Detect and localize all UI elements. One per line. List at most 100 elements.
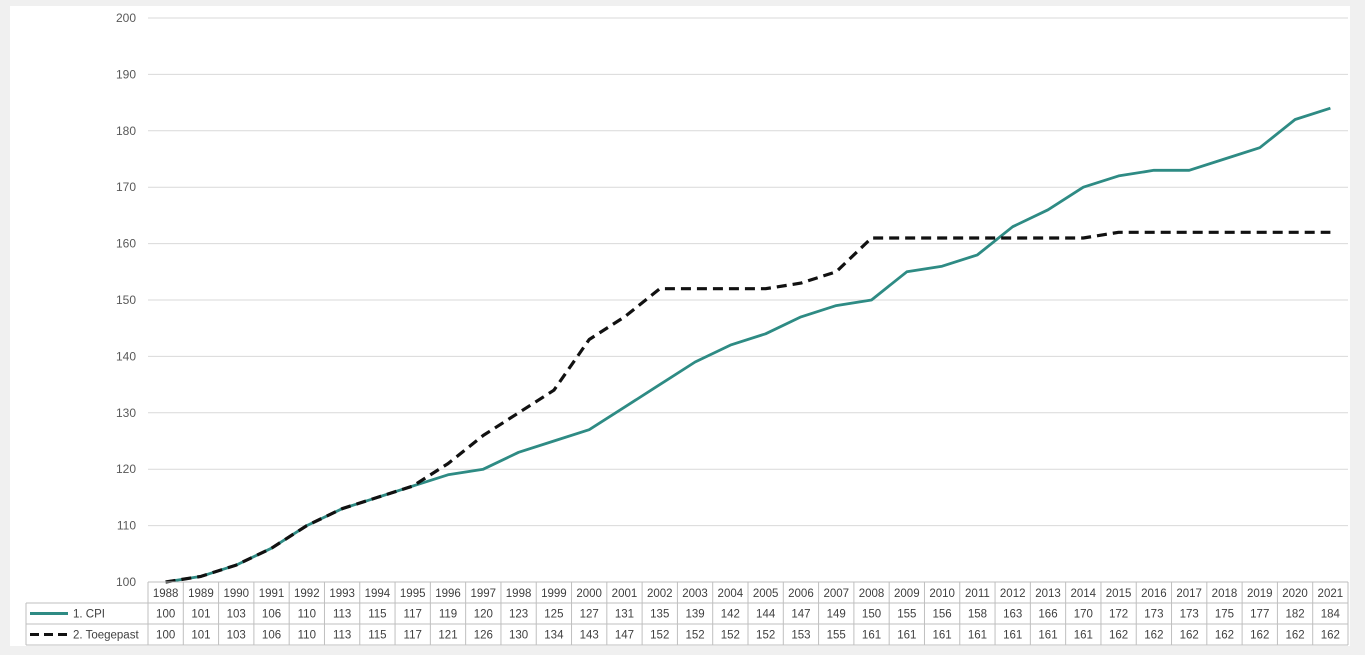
data-label: 155: [827, 630, 846, 642]
data-label: 170: [1074, 609, 1093, 621]
line-chart: 100 110 120 130 140 150 160 170 180 190 200 1988 19…: [25, 11, 1349, 646]
data-label: 119: [439, 609, 457, 621]
data-label: 161: [968, 630, 987, 642]
data-label: 152: [721, 630, 740, 642]
data-label: 115: [368, 609, 386, 621]
y-tick-label: 130: [116, 406, 136, 420]
data-label: 162: [1180, 630, 1199, 642]
data-label: 161: [862, 630, 881, 642]
x-tick-label: 2021: [1318, 588, 1344, 600]
x-tick-label: 1989: [188, 588, 214, 600]
y-tick-label: 100: [116, 575, 136, 589]
data-label: 101: [191, 609, 210, 621]
x-tick-label: 1990: [223, 588, 249, 600]
data-label: 149: [827, 609, 846, 621]
data-label: 110: [298, 609, 316, 621]
data-label: 150: [862, 609, 881, 621]
data-label: 162: [1109, 630, 1128, 642]
y-tick-label: 150: [116, 293, 136, 307]
data-label: 117: [404, 609, 422, 621]
data-label: 123: [509, 609, 528, 621]
x-tick-label: 2004: [718, 588, 744, 600]
x-tick-label: 1993: [329, 588, 355, 600]
data-label: 117: [404, 630, 422, 642]
data-label: 126: [474, 630, 493, 642]
data-label: 101: [191, 630, 210, 642]
data-label: 127: [580, 609, 599, 621]
data-label: 106: [262, 630, 281, 642]
data-label: 162: [1250, 630, 1269, 642]
data-label: 106: [262, 609, 281, 621]
x-tick-label: 2018: [1212, 588, 1238, 600]
y-tick-label: 180: [116, 124, 136, 138]
x-tick-label: 1997: [470, 588, 496, 600]
x-tick-label: 2001: [612, 588, 638, 600]
data-label: 103: [227, 609, 246, 621]
data-label: 161: [933, 630, 952, 642]
x-tick-label: 2002: [647, 588, 673, 600]
data-label: 175: [1215, 609, 1234, 621]
data-label: 173: [1180, 609, 1199, 621]
x-tick-label: 1992: [294, 588, 320, 600]
data-label: 161: [897, 630, 916, 642]
y-tick-label: 120: [116, 462, 136, 476]
x-tick-label: 2011: [965, 588, 990, 600]
y-axis: 100 110 120 130 140 150 160 170 180 190 200: [116, 11, 136, 589]
x-tick-label: 2012: [1000, 588, 1026, 600]
x-tick-label: 2007: [823, 588, 849, 600]
y-tick-label: 170: [116, 180, 136, 194]
data-label: 135: [650, 609, 669, 621]
legend-label-1: 1. CPI: [73, 609, 105, 621]
x-tick-label: 2010: [929, 588, 955, 600]
x-tick-label: 1995: [400, 588, 426, 600]
x-tick-label: 2009: [894, 588, 920, 600]
data-label: 162: [1285, 630, 1304, 642]
y-tick-label: 160: [116, 237, 136, 251]
data-table: 1988 1989 1990 1991 1992 1993 1994 1995 1996 1997…: [25, 581, 1349, 646]
x-tick-label: 2017: [1176, 588, 1202, 600]
data-label: 142: [721, 609, 740, 621]
x-tick-label: 2019: [1247, 588, 1273, 600]
data-label: 121: [438, 630, 457, 642]
data-label: 162: [1321, 630, 1340, 642]
data-label: 152: [756, 630, 775, 642]
data-label: 173: [1144, 609, 1163, 621]
data-label: 162: [1215, 630, 1234, 642]
x-tick-label: 2016: [1141, 588, 1167, 600]
data-label: 115: [368, 630, 386, 642]
data-label: 155: [897, 609, 916, 621]
x-tick-label: 1999: [541, 588, 567, 600]
y-tick-label: 190: [116, 67, 136, 81]
data-label: 131: [615, 609, 634, 621]
data-label: 103: [227, 630, 246, 642]
data-label: 100: [156, 609, 175, 621]
data-label: 162: [1144, 630, 1163, 642]
y-tick-label: 110: [117, 519, 136, 533]
y-tick-label: 140: [116, 349, 136, 363]
x-tick-label: 2006: [788, 588, 814, 600]
data-label: 100: [156, 630, 175, 642]
data-label: 166: [1038, 609, 1057, 621]
data-label: 161: [1003, 630, 1022, 642]
x-tick-label: 1998: [506, 588, 532, 600]
data-label: 113: [333, 609, 351, 621]
x-tick-label: 1988: [153, 588, 179, 600]
y-tick-label: 200: [116, 11, 136, 25]
data-label: 177: [1250, 609, 1269, 621]
x-tick-label: 2020: [1282, 588, 1308, 600]
x-tick-label: 1991: [259, 588, 285, 600]
data-label: 153: [791, 630, 810, 642]
data-label: 113: [333, 630, 351, 642]
data-label: 139: [685, 609, 704, 621]
data-label: 163: [1003, 609, 1022, 621]
data-label: 110: [298, 630, 316, 642]
x-tick-label: 2008: [859, 588, 885, 600]
data-label: 172: [1109, 609, 1128, 621]
x-tick-label: 2003: [682, 588, 708, 600]
series-line-2: [165, 230, 1331, 584]
data-label: 134: [544, 630, 564, 642]
data-label: 158: [968, 609, 987, 621]
legend-label-2: 2. Toegepast: [73, 630, 139, 642]
data-label: 144: [756, 609, 776, 621]
data-label: 156: [933, 609, 952, 621]
